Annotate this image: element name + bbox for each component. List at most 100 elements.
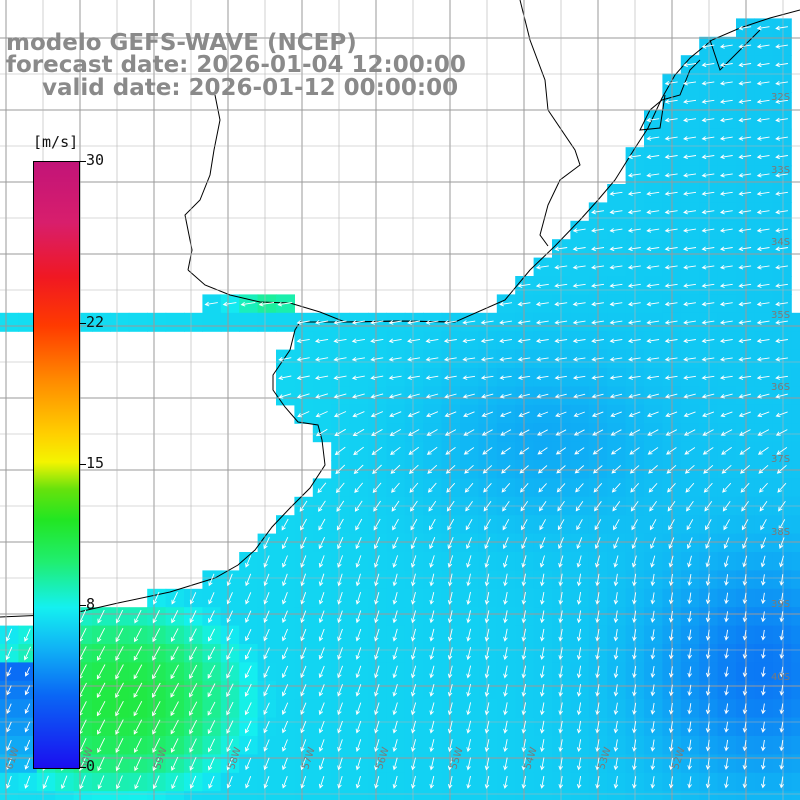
- colorbar-tick-mark: [80, 464, 86, 465]
- wind-arrow: [222, 301, 237, 307]
- wind-arrow: [373, 518, 381, 531]
- lat-label: 36S: [771, 382, 790, 393]
- wind-arrow: [392, 775, 398, 789]
- wind-arrow: [466, 555, 472, 568]
- wind-arrow: [314, 357, 329, 362]
- wind-arrow: [779, 739, 784, 752]
- wind-arrow: [627, 320, 641, 325]
- speed-cell: [239, 791, 259, 800]
- wind-arrow: [466, 720, 472, 734]
- wind-arrow: [392, 591, 398, 605]
- wind-arrow: [595, 776, 600, 789]
- wind-arrow: [721, 464, 732, 474]
- wind-arrow: [756, 44, 770, 49]
- wind-arrow: [24, 775, 31, 789]
- wind-arrow: [447, 591, 453, 605]
- wind-arrow: [775, 80, 788, 86]
- wind-arrow: [519, 465, 529, 474]
- wind-arrow: [685, 482, 695, 493]
- wind-arrow: [484, 683, 490, 697]
- speed-cell: [791, 607, 800, 627]
- wind-arrow: [204, 301, 218, 307]
- wind-arrow: [609, 393, 623, 399]
- wind-arrow: [683, 136, 697, 141]
- wind-arrow: [24, 628, 31, 642]
- speed-cell: [294, 791, 314, 800]
- wind-arrow: [668, 629, 674, 642]
- wind-arrow: [480, 338, 494, 344]
- wind-arrow: [281, 555, 288, 568]
- wind-arrow: [757, 429, 770, 436]
- wind-arrow: [761, 685, 766, 696]
- wind-arrow: [115, 775, 123, 790]
- wind-arrow: [410, 500, 418, 512]
- wind-arrow: [554, 375, 567, 380]
- wind-arrow: [521, 647, 527, 661]
- wind-arrow: [668, 537, 675, 550]
- wind-arrow: [613, 757, 619, 771]
- wind-arrow: [742, 611, 748, 623]
- wind-arrow: [613, 720, 619, 734]
- wind-arrow: [501, 483, 511, 493]
- wind-arrow: [756, 136, 770, 141]
- wind-arrow: [668, 555, 674, 568]
- wind-arrow: [484, 665, 490, 679]
- wind-arrow: [447, 775, 453, 789]
- wind-arrow: [591, 375, 604, 380]
- speed-cell: [791, 717, 800, 737]
- wind-arrow: [760, 739, 766, 752]
- wind-arrow: [152, 775, 160, 790]
- wind-arrow: [24, 721, 31, 733]
- wind-arrow: [97, 775, 105, 790]
- wind-arrow: [315, 393, 329, 399]
- wind-arrow: [664, 99, 678, 104]
- speed-cell: [36, 791, 56, 800]
- wind-arrow: [484, 555, 490, 568]
- wind-arrow: [646, 117, 660, 123]
- wind-arrow: [646, 356, 660, 362]
- speed-cell: [791, 772, 800, 792]
- wind-arrow: [517, 301, 531, 307]
- wind-arrow: [370, 320, 384, 325]
- wind-arrow: [480, 375, 494, 380]
- wind-arrow: [538, 501, 547, 512]
- wind-arrow: [539, 665, 545, 679]
- wind-arrow: [463, 447, 475, 455]
- wind-arrow: [760, 776, 766, 789]
- wind-arrow: [724, 758, 729, 770]
- speed-cell: [791, 680, 800, 700]
- wind-arrow: [24, 758, 31, 770]
- wind-arrow: [591, 264, 605, 270]
- wind-arrow: [632, 647, 637, 660]
- wind-arrow: [756, 172, 770, 178]
- wind-arrow: [392, 573, 398, 587]
- speed-cell: [441, 791, 461, 800]
- speed-cell: [791, 404, 800, 424]
- wind-arrow: [664, 209, 678, 215]
- wind-arrow: [337, 775, 343, 789]
- wind-arrow: [777, 482, 787, 493]
- speed-cell: [791, 515, 800, 535]
- wind-arrow: [503, 775, 508, 789]
- wind-arrow: [742, 629, 748, 641]
- wind-arrow: [738, 393, 752, 399]
- wind-arrow: [632, 610, 637, 624]
- wind-arrow: [609, 301, 623, 307]
- wind-arrow: [738, 301, 752, 307]
- wind-arrow: [335, 482, 345, 494]
- speed-cell: [533, 791, 553, 800]
- wind-arrow: [391, 500, 400, 512]
- wind-arrow: [646, 136, 660, 141]
- wind-arrow: [263, 776, 270, 789]
- wind-arrow: [628, 429, 641, 436]
- wind-arrow: [296, 393, 310, 399]
- wind-arrow: [646, 228, 660, 233]
- wind-arrow: [281, 610, 288, 623]
- wind-arrow: [447, 537, 454, 550]
- wind-arrow: [97, 609, 105, 624]
- wind-arrow: [133, 738, 142, 754]
- wind-arrow: [443, 338, 457, 344]
- wind-arrow: [719, 356, 733, 362]
- wind-arrow: [756, 228, 770, 233]
- wind-arrow: [705, 739, 711, 752]
